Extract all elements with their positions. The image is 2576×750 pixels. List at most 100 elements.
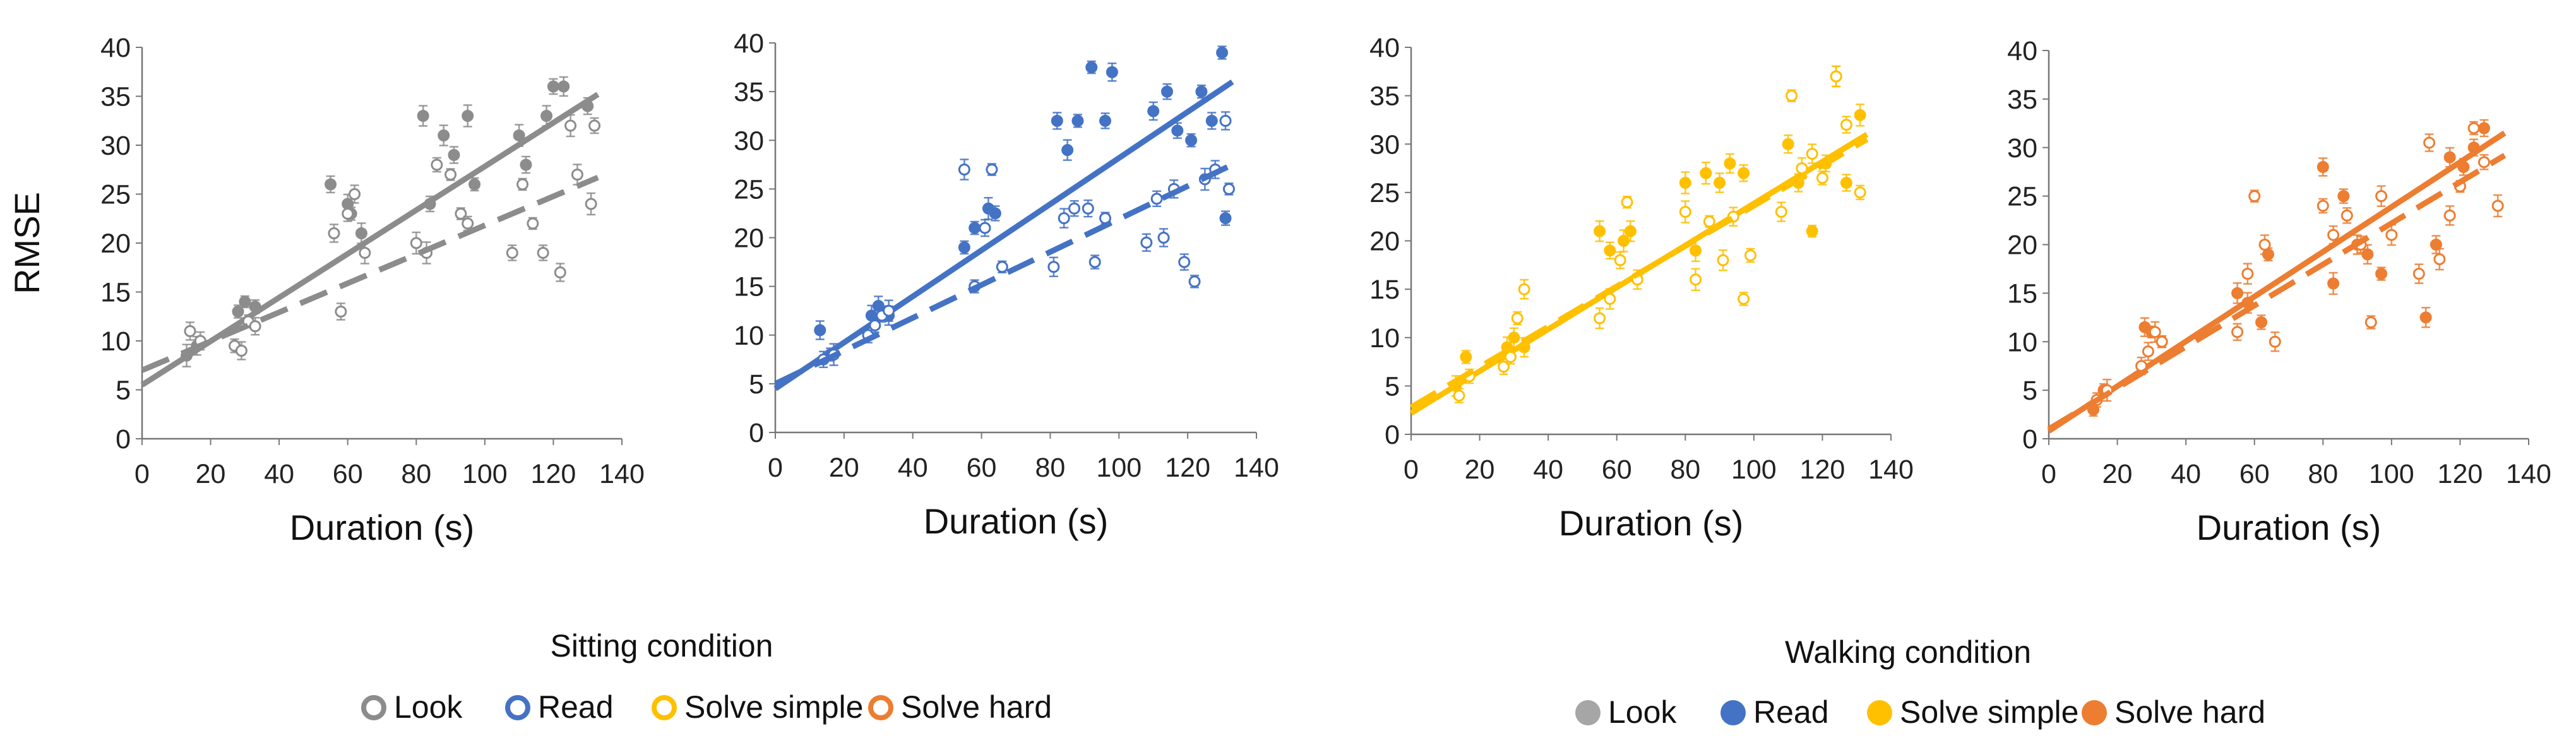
trendline-walking — [140, 92, 600, 388]
data-point-filled — [540, 110, 553, 122]
data-point-open — [1679, 206, 1691, 218]
data-point-open — [1744, 249, 1756, 261]
legend-title: Sitting condition — [550, 628, 773, 664]
trendline-walking — [2047, 130, 2507, 434]
data-point-filled — [1216, 46, 1229, 59]
data-point-open — [1088, 256, 1101, 268]
data-point-open — [1840, 119, 1852, 131]
legend-sitting: Sitting condition Look Read Solve simple Sol… — [361, 628, 1052, 725]
y-tick-label: 40 — [1369, 33, 1400, 63]
x-tick-label: 120 — [1165, 453, 1210, 483]
data-point-filled — [1085, 61, 1098, 74]
legend-marker — [652, 695, 677, 720]
data-point-open — [516, 178, 529, 191]
data-point-open — [2258, 239, 2271, 251]
data-point-open — [2248, 190, 2261, 203]
y-tick-label: 0 — [116, 424, 131, 455]
legend-label: Solve simple — [684, 689, 863, 725]
data-point-filled — [1061, 144, 1074, 157]
data-point-filled — [2255, 316, 2268, 328]
x-tick-label: 100 — [1731, 455, 1777, 485]
y-tick-label: 35 — [2007, 85, 2037, 115]
data-point-open — [571, 169, 583, 181]
data-point-filled — [1854, 109, 1866, 121]
data-point-open — [1594, 312, 1606, 324]
x-tick-label: 20 — [196, 459, 226, 489]
data-point-filled — [1806, 225, 1818, 237]
y-tick-label: 25 — [2007, 182, 2037, 212]
data-point-filled — [1624, 225, 1637, 237]
x-tick-label: 0 — [768, 453, 783, 483]
data-point-filled — [417, 110, 429, 122]
data-point-open — [2340, 209, 2353, 222]
x-tick-label: 60 — [1602, 455, 1632, 485]
x-tick-label: 60 — [333, 459, 363, 489]
data-point-filled — [1195, 85, 1208, 98]
data-point-open — [2385, 229, 2398, 241]
data-point-filled — [2231, 287, 2244, 299]
data-point-filled — [520, 158, 532, 171]
data-point-filled — [1205, 114, 1218, 127]
x-tick-label: 80 — [401, 459, 431, 489]
y-tick-label: 35 — [734, 77, 764, 107]
y-tick-label: 5 — [2022, 376, 2037, 406]
x-axis-title: Duration (s) — [924, 501, 1109, 541]
x-tick-label: 0 — [2041, 459, 2056, 489]
data-point-filled — [814, 324, 826, 336]
data-point-filled — [1714, 177, 1726, 189]
data-point-filled — [2361, 248, 2374, 261]
data-point-filled — [448, 149, 460, 161]
y-tick-label: 10 — [1369, 323, 1400, 354]
data-point-open — [1717, 254, 1729, 266]
x-tick-label: 140 — [2506, 459, 2551, 489]
data-point-filled — [2317, 161, 2329, 173]
data-point-filled — [2443, 151, 2456, 164]
legend-marker — [1867, 700, 1892, 725]
data-point-filled — [325, 178, 337, 191]
legend-marker — [868, 695, 893, 720]
data-point-filled — [1679, 177, 1691, 189]
data-point-open — [2491, 199, 2504, 212]
data-point-open — [1157, 232, 1170, 244]
data-point-filled — [1724, 157, 1736, 170]
legend-walking: Walking condition Look Read Solve simple Sol… — [1575, 634, 2265, 730]
y-tick-label: 5 — [749, 369, 764, 400]
data-point-open — [1854, 186, 1866, 199]
x-axis-title: Duration (s) — [2197, 508, 2382, 547]
y-tick-label: 0 — [1385, 420, 1400, 450]
data-point-open — [1806, 148, 1818, 160]
data-point-open — [444, 169, 457, 181]
data-point-open — [1738, 292, 1750, 305]
data-point-open — [1222, 182, 1235, 195]
data-point-open — [2327, 229, 2340, 241]
data-point-open — [1690, 273, 1702, 286]
data-point-open — [1150, 193, 1163, 205]
data-point-filled — [438, 129, 450, 141]
data-point-filled — [558, 80, 570, 93]
data-point-open — [2142, 345, 2154, 358]
x-tick-label: 60 — [967, 453, 997, 483]
data-point-open — [1604, 292, 1616, 305]
y-tick-label: 10 — [2007, 327, 2037, 357]
y-axis-title: RMSE — [7, 192, 47, 294]
data-point-filled — [1106, 66, 1118, 78]
data-point-open — [349, 188, 361, 200]
data-point-filled — [2430, 239, 2442, 251]
data-point-open — [869, 319, 881, 331]
x-tick-label: 100 — [2369, 459, 2414, 489]
data-point-filled — [1604, 244, 1616, 257]
data-point-open — [2433, 253, 2446, 266]
data-point-filled — [969, 222, 981, 234]
data-point-open — [527, 217, 539, 230]
y-tick-label: 30 — [2007, 133, 2037, 164]
data-point-filled — [232, 306, 244, 318]
data-point-open — [359, 247, 371, 259]
y-tick-label: 40 — [734, 28, 764, 59]
data-point-open — [958, 164, 970, 176]
data-point-open — [2467, 122, 2480, 134]
x-tick-label: 80 — [1670, 455, 1700, 485]
data-point-open — [585, 198, 597, 210]
chart-panel-3: 0 5 10 15 20 25 30 35 40 0 20 40 60 80 100 120 140 Durati… — [1369, 33, 1914, 543]
data-point-open — [1830, 70, 1842, 83]
